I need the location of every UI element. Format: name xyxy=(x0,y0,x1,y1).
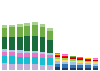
Bar xyxy=(93,58,98,59)
Bar xyxy=(55,55,60,56)
Bar xyxy=(62,64,68,68)
Bar xyxy=(93,59,98,60)
Bar xyxy=(17,64,22,70)
Bar xyxy=(85,63,91,65)
Bar xyxy=(62,54,68,55)
Bar xyxy=(47,53,53,55)
Bar xyxy=(70,57,76,58)
Bar xyxy=(78,59,83,60)
Bar xyxy=(55,59,60,61)
Bar xyxy=(47,59,53,65)
Bar xyxy=(40,52,45,54)
Bar xyxy=(70,56,76,57)
Bar xyxy=(24,36,30,51)
Bar xyxy=(40,65,45,70)
Bar xyxy=(2,37,7,49)
Bar xyxy=(93,61,98,62)
Bar xyxy=(9,56,15,64)
Bar xyxy=(32,22,38,25)
Bar xyxy=(85,68,91,70)
Bar xyxy=(17,37,22,50)
Bar xyxy=(32,53,38,57)
Bar xyxy=(62,60,68,62)
Bar xyxy=(17,24,22,27)
Bar xyxy=(78,68,83,70)
Bar xyxy=(93,66,98,68)
Bar xyxy=(2,56,7,63)
Bar xyxy=(9,52,15,56)
Bar xyxy=(2,25,7,28)
Bar xyxy=(55,61,60,64)
Bar xyxy=(40,54,45,58)
Bar xyxy=(40,37,45,52)
Bar xyxy=(24,23,30,26)
Bar xyxy=(17,27,22,37)
Bar xyxy=(85,62,91,63)
Bar xyxy=(78,58,83,59)
Bar xyxy=(32,25,38,36)
Bar xyxy=(24,51,30,53)
Bar xyxy=(9,64,15,70)
Bar xyxy=(40,58,45,65)
Bar xyxy=(78,60,83,61)
Bar xyxy=(70,62,76,65)
Bar xyxy=(70,59,76,61)
Bar xyxy=(62,58,68,60)
Bar xyxy=(78,57,83,58)
Bar xyxy=(47,55,53,59)
Bar xyxy=(55,56,60,57)
Bar xyxy=(32,36,38,51)
Bar xyxy=(93,62,98,64)
Bar xyxy=(2,52,7,56)
Bar xyxy=(32,57,38,64)
Bar xyxy=(24,57,30,64)
Bar xyxy=(9,25,15,27)
Bar xyxy=(47,65,53,70)
Bar xyxy=(17,50,22,53)
Bar xyxy=(17,57,22,64)
Bar xyxy=(24,53,30,57)
Bar xyxy=(47,28,53,31)
Bar xyxy=(93,64,98,66)
Bar xyxy=(55,57,60,59)
Bar xyxy=(78,61,83,63)
Bar xyxy=(70,65,76,68)
Bar xyxy=(78,63,83,65)
Bar xyxy=(85,60,91,61)
Bar xyxy=(93,68,98,70)
Bar xyxy=(70,68,76,70)
Bar xyxy=(9,37,15,50)
Bar xyxy=(78,65,83,68)
Bar xyxy=(55,54,60,55)
Bar xyxy=(85,59,91,60)
Bar xyxy=(2,63,7,70)
Bar xyxy=(32,64,38,70)
Bar xyxy=(55,53,60,54)
Bar xyxy=(47,31,53,40)
Bar xyxy=(40,27,45,37)
Bar xyxy=(24,64,30,70)
Bar xyxy=(85,61,91,62)
Bar xyxy=(93,60,98,61)
Bar xyxy=(17,53,22,57)
Bar xyxy=(47,40,53,53)
Bar xyxy=(24,26,30,36)
Bar xyxy=(70,58,76,59)
Bar xyxy=(62,57,68,58)
Bar xyxy=(2,28,7,37)
Bar xyxy=(62,56,68,57)
Bar xyxy=(85,65,91,68)
Bar xyxy=(85,58,91,59)
Bar xyxy=(40,24,45,27)
Bar xyxy=(55,67,60,70)
Bar xyxy=(62,55,68,56)
Bar xyxy=(9,50,15,52)
Bar xyxy=(32,51,38,53)
Bar xyxy=(62,68,68,70)
Bar xyxy=(62,62,68,64)
Bar xyxy=(70,61,76,62)
Bar xyxy=(2,49,7,52)
Bar xyxy=(9,27,15,37)
Bar xyxy=(55,64,60,67)
